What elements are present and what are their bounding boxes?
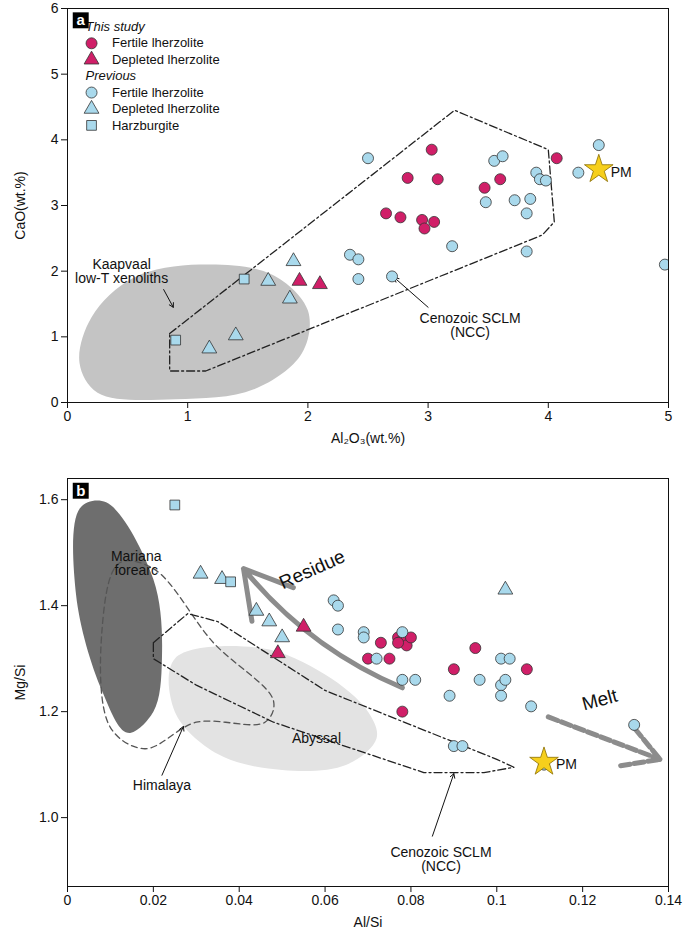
svg-text:3: 3: [424, 408, 432, 424]
svg-text:0.08: 0.08: [397, 892, 424, 908]
svg-text:b: b: [76, 482, 85, 499]
svg-text:Melt: Melt: [580, 685, 621, 715]
svg-text:2: 2: [51, 263, 59, 279]
svg-text:PM: PM: [611, 164, 632, 180]
svg-text:CaO(wt.%): CaO(wt.%): [12, 171, 28, 239]
svg-text:2: 2: [304, 408, 312, 424]
svg-text:Kaapvaallow-T xenoliths: Kaapvaallow-T xenoliths: [75, 256, 168, 286]
svg-text:PM: PM: [556, 756, 577, 772]
svg-text:Al/Si: Al/Si: [354, 914, 383, 930]
svg-text:Fertile lherzolite: Fertile lherzolite: [112, 35, 204, 50]
svg-text:Mg/Si: Mg/Si: [12, 665, 28, 701]
svg-text:5: 5: [665, 408, 673, 424]
svg-text:0.02: 0.02: [140, 892, 167, 908]
svg-text:0: 0: [64, 408, 72, 424]
svg-text:Himalaya: Himalaya: [133, 777, 192, 793]
svg-text:6: 6: [51, 0, 59, 16]
svg-text:Abyssal: Abyssal: [292, 730, 341, 746]
svg-text:0.12: 0.12: [569, 892, 596, 908]
svg-text:Previous: Previous: [86, 68, 137, 83]
svg-text:This study: This study: [86, 19, 147, 34]
svg-text:3: 3: [51, 197, 59, 213]
svg-text:0.1: 0.1: [487, 892, 507, 908]
svg-text:4: 4: [544, 408, 552, 424]
svg-text:0.06: 0.06: [311, 892, 338, 908]
svg-text:5: 5: [51, 66, 59, 82]
svg-text:4: 4: [51, 131, 59, 147]
svg-text:0.04: 0.04: [226, 892, 253, 908]
svg-text:Cenozoic SCLM(NCC): Cenozoic SCLM(NCC): [390, 844, 491, 874]
svg-text:0: 0: [64, 892, 72, 908]
svg-text:Depleted lherzolite: Depleted lherzolite: [112, 101, 220, 116]
svg-text:Cenozoic SCLM(NCC): Cenozoic SCLM(NCC): [420, 310, 521, 340]
svg-text:Al₂O₃(wt.%): Al₂O₃(wt.%): [331, 430, 405, 446]
svg-text:Fertile lherzolite: Fertile lherzolite: [112, 85, 204, 100]
svg-text:1.6: 1.6: [39, 491, 59, 507]
svg-text:Marianaforearc: Marianaforearc: [111, 548, 162, 578]
svg-text:1: 1: [184, 408, 192, 424]
svg-text:Harzburgite: Harzburgite: [112, 118, 179, 133]
svg-text:1.4: 1.4: [39, 597, 59, 613]
svg-text:Depleted lherzolite: Depleted lherzolite: [112, 52, 220, 67]
svg-text:Residue: Residue: [276, 545, 348, 593]
svg-text:a: a: [77, 11, 86, 28]
svg-text:1.0: 1.0: [39, 809, 59, 825]
svg-text:0.14: 0.14: [655, 892, 682, 908]
svg-text:1.2: 1.2: [39, 703, 59, 719]
svg-text:1: 1: [51, 328, 59, 344]
svg-text:0: 0: [51, 394, 59, 410]
